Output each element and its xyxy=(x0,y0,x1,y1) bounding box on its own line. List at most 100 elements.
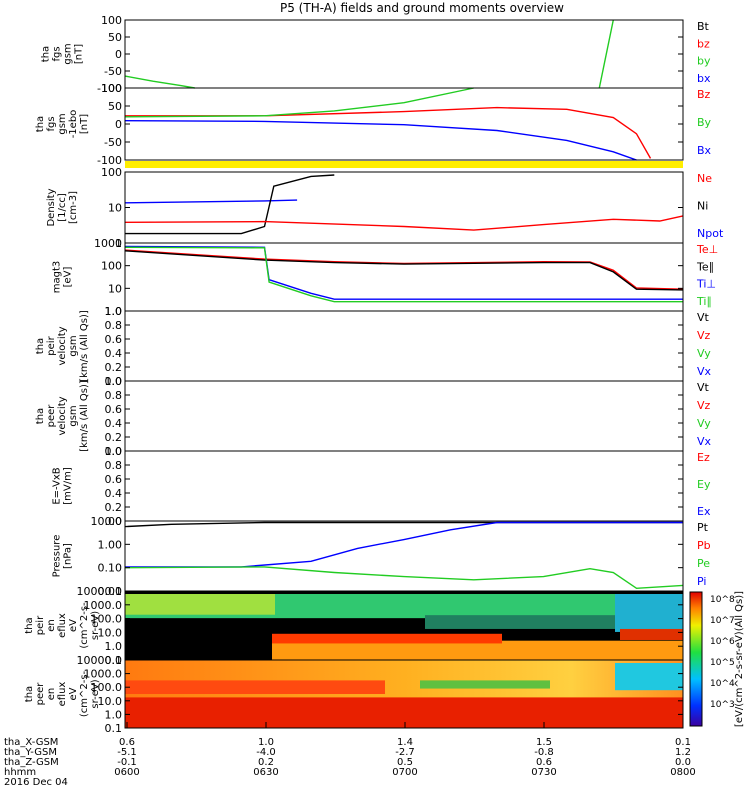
legend-label: Ti⊥ xyxy=(696,278,716,291)
y-axis-label: tha xyxy=(35,116,46,132)
y-tick-label: 1.0 xyxy=(105,375,123,388)
y-tick-label: 0.0 xyxy=(105,375,123,388)
x-axis-value: 0.5 xyxy=(397,757,413,768)
y-axis-label: peir xyxy=(35,615,46,635)
y-tick-label: 0.6 xyxy=(105,403,123,416)
y-axis-label: tha xyxy=(35,408,46,424)
legend-label: Pt xyxy=(697,521,709,534)
x-axis-labels: tha_X-GSM 0.6 1.0 1.4 1.5 0.1 tha_Y-GSM -5.1 -4.… xyxy=(4,722,696,788)
legend-label: By xyxy=(697,116,712,129)
legend-label: bz xyxy=(697,37,710,50)
panel-fgs_gsm_nT: 100 50 0 -50 -100 tha fgs gsm [nT] Bt bz by bx xyxy=(41,14,711,95)
x-axis-value: 0.6 xyxy=(119,737,135,748)
y-tick-label: 100.0 xyxy=(91,681,123,694)
y-tick-label: 0.6 xyxy=(105,473,123,486)
y-axis-label: [mV/m] xyxy=(63,467,74,505)
yellow-flag-bar xyxy=(125,161,683,168)
y-tick-label: 1.0 xyxy=(105,305,123,318)
heatmap-band-late xyxy=(615,663,683,691)
y-tick-label: 0.6 xyxy=(105,333,123,346)
y-axis-label: -1ebo xyxy=(68,110,79,139)
y-tick-label: -50 xyxy=(104,65,122,78)
series-fgs_gsm_nT-1 xyxy=(598,19,614,89)
heatmap-band-low-energy xyxy=(125,697,683,728)
y-tick-label: 0.2 xyxy=(105,501,123,514)
y-tick-label: 10.00 xyxy=(91,515,123,528)
panel-frame xyxy=(124,520,684,592)
heatmap-band-early xyxy=(125,594,275,615)
y-tick-label: 1.00 xyxy=(98,538,123,551)
heatmap-band-green xyxy=(420,680,550,689)
legend-label: Ni xyxy=(697,200,708,213)
x-axis-value: -0.8 xyxy=(534,747,554,758)
y-axis-label: E=-VxB xyxy=(52,467,63,504)
legend-label: Vy xyxy=(697,347,711,360)
panel-frame xyxy=(124,659,684,729)
y-tick-label: -100 xyxy=(97,154,122,167)
y-tick-label: 1000.0 xyxy=(84,599,123,612)
y-tick-label: 1.0 xyxy=(105,445,123,458)
legend-label: Te⊥ xyxy=(696,243,718,256)
legend-label: Ez xyxy=(697,451,710,464)
legend-label: Vt xyxy=(697,381,710,394)
y-axis-label: en xyxy=(46,619,57,632)
y-tick-label: -100 xyxy=(97,82,122,95)
series-density-1 xyxy=(125,174,335,235)
x-axis-row-label: tha_Y-GSM xyxy=(4,747,57,758)
y-axis-label: tha xyxy=(41,46,52,62)
legend-label: Bt xyxy=(697,20,710,33)
y-axis-label: en xyxy=(46,688,57,701)
y-axis-label: [km/s (All Qs)] xyxy=(79,380,90,452)
series-temperature-2 xyxy=(124,245,683,300)
y-axis-label: tha xyxy=(24,686,35,702)
legend-label: by xyxy=(697,55,711,68)
x-axis-value: 0.6 xyxy=(536,757,552,768)
y-tick-label: 1000.0 xyxy=(84,668,123,681)
x-axis-row-label: tha_X-GSM xyxy=(4,737,58,748)
y-axis-label: [eV] xyxy=(63,267,74,288)
x-axis-value: 0630 xyxy=(253,767,278,778)
legend-label: Npot xyxy=(697,227,724,240)
panel-frame xyxy=(124,310,684,382)
x-axis-value: -2.7 xyxy=(395,747,415,758)
y-axis-label: Pressure xyxy=(52,535,63,578)
colorbar-tick-label: 10^5 xyxy=(710,658,735,668)
y-tick-label: 100 xyxy=(101,14,122,27)
y-tick-label: 10 xyxy=(108,282,122,295)
heatmap-band-late-red xyxy=(620,628,683,640)
y-tick-label: 1 xyxy=(115,237,122,250)
x-axis-value: 0730 xyxy=(531,767,556,778)
heatmap-band-late xyxy=(615,594,683,632)
x-axis-value: 1.5 xyxy=(536,737,552,748)
legend-label: Ne xyxy=(697,172,712,185)
series-pressure-1 xyxy=(125,521,683,568)
y-axis-label: magt3 xyxy=(52,261,63,294)
panel-frame xyxy=(124,242,684,312)
y-axis-label: peer xyxy=(35,682,46,706)
y-axis-label: eV xyxy=(68,619,79,632)
y-tick-label: 100 xyxy=(101,82,122,95)
y-tick-label: 0.1 xyxy=(105,722,123,735)
colorbar-tick-label: 10^6 xyxy=(710,637,735,647)
y-axis-label: [nT] xyxy=(74,44,85,64)
series-density-2 xyxy=(124,215,684,231)
colorbar: 10^8 10^7 10^6 10^5 10^4 10^3 [eV/(cm^2-s-sr-e… xyxy=(689,591,745,727)
panel-fgs_gsm_1ebo: 100 50 0 -50 -100 tha fgs gsm -1ebo [nT] Bz By Bx xyxy=(35,82,712,167)
y-tick-label: 1.0 xyxy=(105,640,123,653)
y-tick-label: 10000.0 xyxy=(77,585,123,598)
y-tick-label: 0.4 xyxy=(105,347,123,360)
y-tick-label: 0.0 xyxy=(105,445,123,458)
heatmap-peer_en_eflux xyxy=(125,660,683,728)
x-axis-value: 1.4 xyxy=(397,737,413,748)
y-tick-label: 0.01 xyxy=(98,585,123,598)
colorbar-label: [eV/(cm^2-s-sr-eV)(All Qs)] xyxy=(734,591,745,727)
y-tick-label: 0.2 xyxy=(105,361,123,374)
series-pressure-2 xyxy=(124,566,684,590)
legend-label: Te∥ xyxy=(696,260,714,273)
y-axis-label: [1/cc] xyxy=(57,193,68,222)
x-axis-value: 0.1 xyxy=(675,737,691,748)
x-axis-value: 0.0 xyxy=(675,757,691,768)
legend-label: Vz xyxy=(697,329,711,342)
y-axis-label: [km/s (All Qs)] xyxy=(79,310,90,382)
